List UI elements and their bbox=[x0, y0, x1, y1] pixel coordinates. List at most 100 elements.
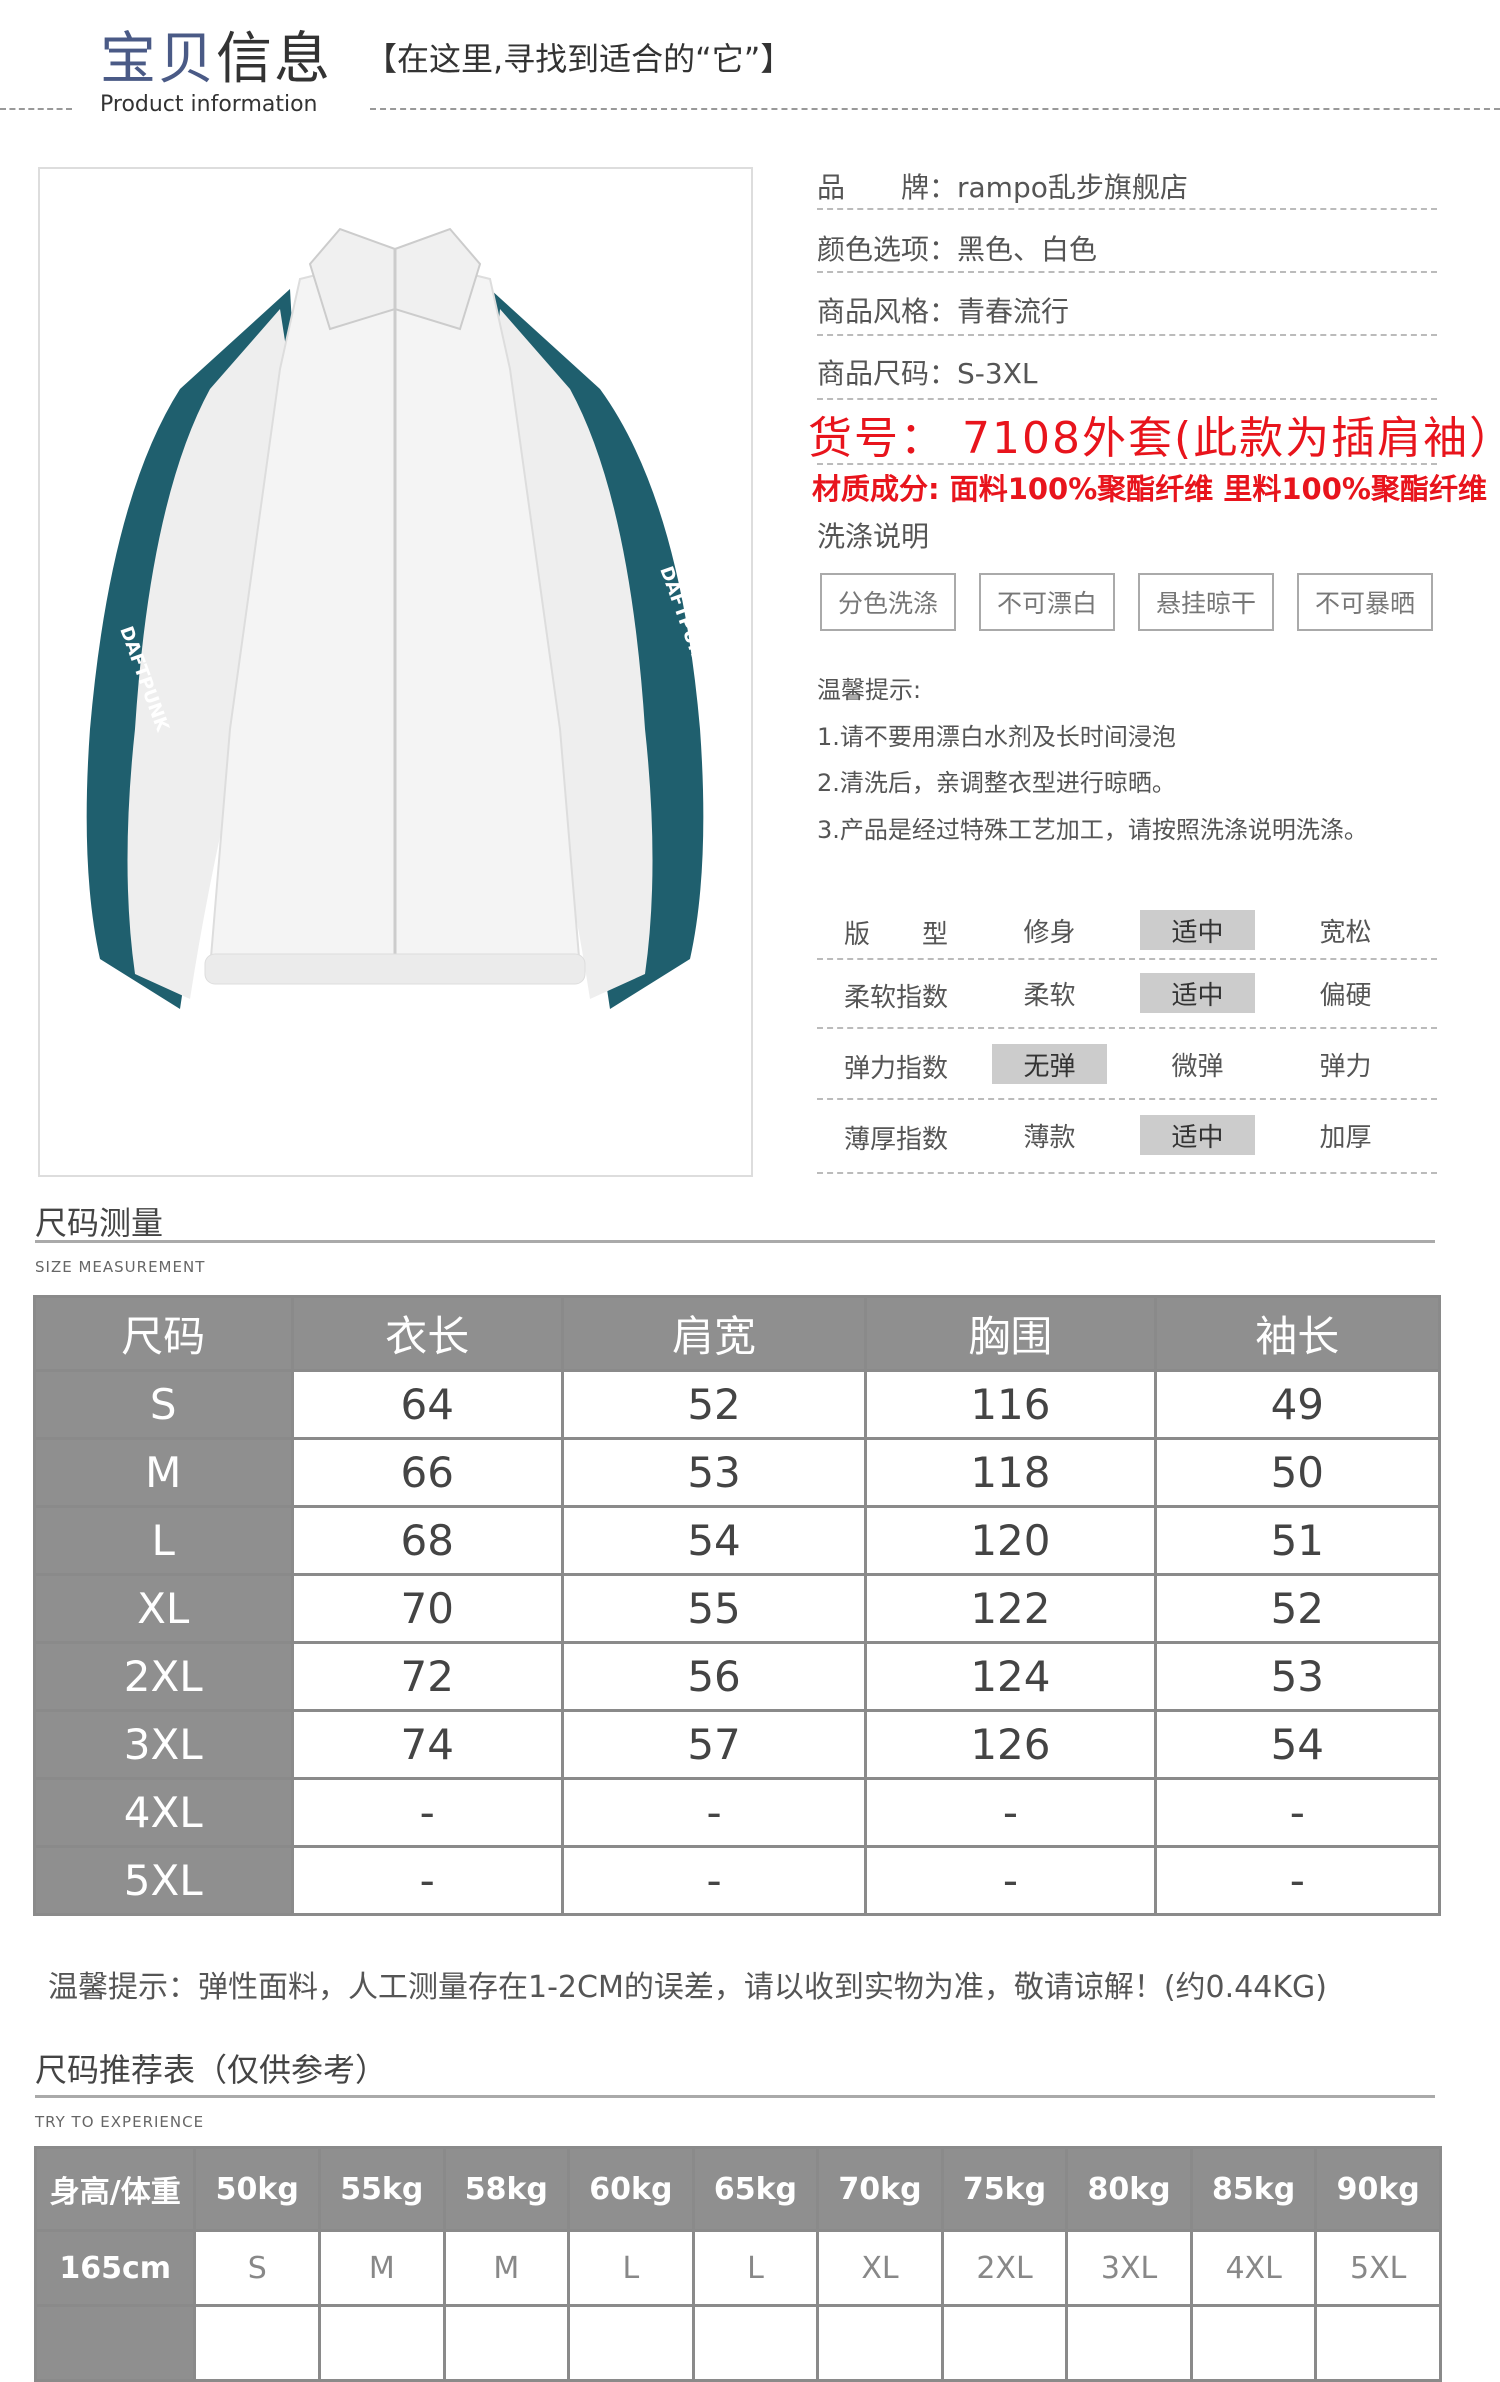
attribute-option: 修身 bbox=[1023, 917, 1076, 948]
table-cell bbox=[816, 2304, 944, 2382]
table-cell bbox=[442, 2304, 571, 2382]
table-cell: 52 bbox=[1153, 1573, 1442, 1644]
info-label: 商品风格： bbox=[817, 295, 958, 328]
info-brand: 品 牌：rampo乱步旗舰店 bbox=[817, 166, 1188, 206]
product-photo: DAFTPUNK DAFTPUNK bbox=[38, 167, 753, 1177]
table-cell: 57 bbox=[560, 1709, 868, 1780]
table-cell: L bbox=[691, 2229, 820, 2307]
info-value: 青春流行 bbox=[957, 295, 1070, 328]
wash-item: 不可漂白 bbox=[979, 573, 1115, 631]
divider bbox=[817, 1098, 1437, 1100]
tip-item: 1.请不要用漂白水剂及长时间浸泡 bbox=[817, 723, 1176, 751]
table-header-cell: 58kg bbox=[442, 2146, 571, 2232]
right-sleeve bbox=[485, 309, 653, 999]
left-sleeve bbox=[127, 309, 305, 999]
attribute-label: 薄厚指数 bbox=[844, 1125, 949, 1155]
table-cell: 50 bbox=[1153, 1437, 1442, 1508]
attribute-option: 薄款 bbox=[1023, 1122, 1076, 1153]
size-section-title: 尺码测量 bbox=[35, 1204, 164, 1242]
wash-item: 不可暴晒 bbox=[1297, 573, 1433, 631]
divider bbox=[817, 398, 1437, 400]
table-cell: 54 bbox=[1153, 1709, 1442, 1780]
wash-item: 悬挂晾干 bbox=[1138, 573, 1274, 631]
table-cell: - bbox=[290, 1777, 564, 1848]
table-row: L 68 54 120 51 bbox=[33, 1505, 1442, 1576]
page-subtitle: 【在这里,寻找到适合的“它”】 bbox=[365, 40, 793, 78]
size-label-cell: 5XL bbox=[33, 1845, 294, 1916]
divider bbox=[817, 334, 1437, 336]
divider bbox=[370, 108, 1500, 110]
attribute-option: 加厚 bbox=[1319, 1122, 1372, 1153]
size-label-cell: L bbox=[33, 1505, 294, 1576]
size-label-cell: 4XL bbox=[33, 1777, 294, 1848]
table-cell: 54 bbox=[560, 1505, 868, 1576]
wash-title: 洗涤说明 bbox=[817, 520, 930, 553]
size-section-subtitle: SIZE MEASUREMENT bbox=[35, 1258, 206, 1276]
table-header-cell: 袖长 bbox=[1153, 1295, 1442, 1372]
size-label-cell: M bbox=[33, 1437, 294, 1508]
info-label: 商品尺码： bbox=[817, 357, 958, 390]
attribute-option: 偏硬 bbox=[1319, 980, 1372, 1011]
info-color: 颜色选项：黑色、白色 bbox=[817, 228, 1097, 268]
title-en: Product information bbox=[100, 92, 318, 117]
table-row: 165cm S M M L L XL 2XL 3XL 4XL 5XL bbox=[33, 2229, 1442, 2307]
height-cell: 165cm bbox=[33, 2229, 197, 2307]
table-cell: 53 bbox=[1153, 1641, 1442, 1712]
divider bbox=[817, 1172, 1437, 1174]
table-header-cell: 胸围 bbox=[864, 1295, 1157, 1372]
table-header-cell: 85kg bbox=[1189, 2146, 1318, 2232]
table-cell: 56 bbox=[560, 1641, 868, 1712]
attribute-label: 版 型 bbox=[844, 920, 949, 950]
table-row bbox=[33, 2304, 1442, 2382]
material: 材质成分: 面料100%聚酯纤维 里料100%聚酯纤维 bbox=[812, 472, 1487, 506]
table-cell: 53 bbox=[560, 1437, 868, 1508]
table-header-cell: 70kg bbox=[816, 2146, 944, 2232]
table-row: M 66 53 118 50 bbox=[33, 1437, 1442, 1508]
table-cell: 118 bbox=[864, 1437, 1157, 1508]
attribute-option: 弹力 bbox=[1319, 1051, 1372, 1082]
info-size: 商品尺码：S-3XL bbox=[817, 352, 1038, 392]
table-cell: 66 bbox=[290, 1437, 564, 1508]
table-header-cell: 衣长 bbox=[290, 1295, 564, 1372]
table-header-cell: 尺码 bbox=[33, 1295, 294, 1372]
info-label: 颜色选项： bbox=[817, 233, 958, 266]
table-header-row: 身高/体重 50kg 55kg 58kg 60kg 65kg 70kg 75kg 80kg 85k… bbox=[33, 2146, 1442, 2232]
table-cell: 116 bbox=[864, 1369, 1157, 1440]
tip-item: 3.产品是经过特殊工艺加工，请按照洗涤说明洗涤。 bbox=[817, 816, 1368, 844]
table-cell: 120 bbox=[864, 1505, 1157, 1576]
table-header-cell: 肩宽 bbox=[560, 1295, 868, 1372]
table-cell: 64 bbox=[290, 1369, 564, 1440]
table-cell: 49 bbox=[1153, 1369, 1442, 1440]
table-header-cell: 50kg bbox=[193, 2146, 322, 2232]
table-cell: - bbox=[864, 1845, 1157, 1916]
attribute-option: 适中 bbox=[1140, 973, 1255, 1013]
attribute-label: 柔软指数 bbox=[844, 983, 949, 1013]
divider bbox=[817, 1027, 1437, 1029]
divider bbox=[817, 463, 1437, 465]
size-table: 尺码 衣长 肩宽 胸围 袖长 S 64 52 116 49 M 66 53 118 50 L 68 54 120 5… bbox=[33, 1295, 1442, 1916]
table-cell bbox=[1314, 2304, 1442, 2382]
table-row: 2XL 72 56 124 53 bbox=[33, 1641, 1442, 1712]
table-cell: - bbox=[1153, 1777, 1442, 1848]
table-cell: 2XL bbox=[940, 2229, 1069, 2307]
table-cell: 126 bbox=[864, 1709, 1157, 1780]
table-cell: 3XL bbox=[1065, 2229, 1193, 2307]
table-header-cell: 身高/体重 bbox=[33, 2146, 197, 2232]
table-cell: 124 bbox=[864, 1641, 1157, 1712]
divider bbox=[35, 2095, 1435, 2098]
table-cell: 68 bbox=[290, 1505, 564, 1576]
table-cell: M bbox=[442, 2229, 571, 2307]
table-cell: 4XL bbox=[1189, 2229, 1318, 2307]
attribute-option: 柔软 bbox=[1023, 980, 1076, 1011]
item-number: 货号： 7108外套(此款为插肩袖） bbox=[808, 413, 1500, 464]
divider bbox=[817, 958, 1437, 960]
attribute-option: 适中 bbox=[1140, 1115, 1255, 1155]
table-header-cell: 55kg bbox=[318, 2146, 446, 2232]
tip-item: 2.清洗后，亲调整衣型进行晾晒。 bbox=[817, 769, 1176, 797]
table-row: XL 70 55 122 52 bbox=[33, 1573, 1442, 1644]
tips-title: 温馨提示: bbox=[817, 676, 922, 704]
attribute-option: 适中 bbox=[1140, 910, 1255, 950]
table-cell: - bbox=[864, 1777, 1157, 1848]
recommend-section-title: 尺码推荐表（仅供参考） bbox=[35, 2051, 388, 2089]
table-cell: 52 bbox=[560, 1369, 868, 1440]
